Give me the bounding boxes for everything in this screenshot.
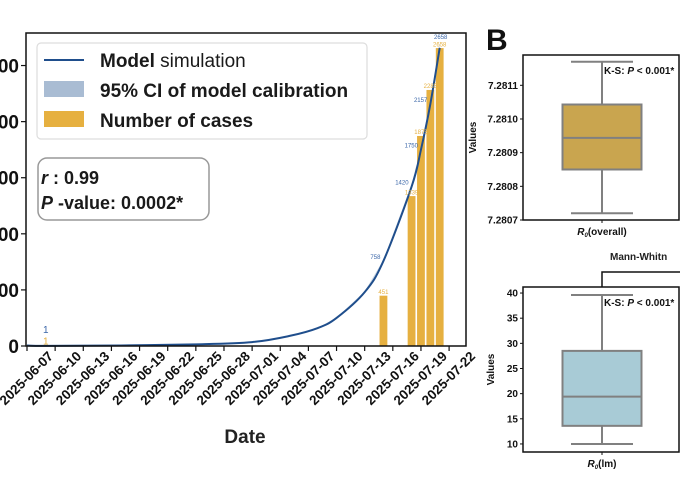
y-tick-label: 30	[507, 339, 519, 350]
cases-bar	[425, 89, 435, 347]
cases-bar	[378, 295, 388, 347]
panel-a-chart: 1 451 1339 1875 2285 2658 1 758 1420 1750 2157 2658…	[0, 32, 478, 448]
box-plot-frame	[522, 54, 680, 221]
y-axis-label: Values	[486, 353, 497, 385]
legend: Model simulation 95% CI of model calibra…	[36, 42, 368, 140]
cases-bar-label: 1	[43, 336, 49, 347]
x-axis-ticks: 2025-06-072025-06-102025-06-132025-06-16…	[0, 346, 478, 408]
cases-bar-label: 1875	[414, 130, 428, 136]
ks-test-annotation: K-S: P < 0.001*	[604, 66, 674, 77]
y-tick-label: 7.2807	[487, 216, 518, 227]
annotation-part: < 0.001*	[634, 298, 674, 309]
model-value-label: 758	[370, 255, 381, 261]
y-tick-label: 7.2809	[487, 148, 518, 159]
y-tick-label: 7.2810	[487, 114, 518, 125]
y-axis-label: Values	[468, 121, 479, 153]
cases-bar-label: 2285	[424, 84, 438, 90]
legend-entry-model: Model simulation	[100, 51, 246, 72]
legend-ci-swatch-icon	[44, 81, 84, 97]
model-value-label: 1	[43, 325, 49, 336]
y-tick-label: 1000	[0, 225, 19, 246]
annotation-part: P	[627, 66, 634, 77]
plot-frame	[25, 32, 467, 347]
annotation-part: < 0.001*	[634, 66, 674, 77]
category-symbol: R	[577, 227, 585, 238]
y-tick-label: 10	[507, 439, 519, 450]
model-value-label: 2157	[414, 98, 428, 104]
x-axis-label: Date	[224, 427, 265, 448]
category-suffix: (overall)	[588, 227, 627, 238]
ks-test-annotation: K-S: P < 0.001*	[604, 298, 674, 309]
y-tick-label: 7.2811	[488, 81, 518, 92]
model-value-label: 1420	[395, 181, 409, 187]
annotation-part: K-S:	[604, 298, 627, 309]
comparison-bracket	[601, 271, 680, 287]
y-tick-label: 15	[507, 414, 519, 425]
category-subscript: 0	[584, 233, 588, 239]
boxplot-r0-overall: 7.2807 7.2808 7.2809 7.2810 7.2811 Values R0(o…	[468, 54, 680, 239]
annotation-part: P	[627, 298, 634, 309]
boxplot-r0-lm: 10 15 20 25 30 35 40 Values R0(lm) K-S: P < 0.001…	[486, 286, 680, 471]
legend-entry-cases: Number of cases	[100, 111, 253, 132]
iqr-box	[561, 349, 643, 427]
panel-label-b: B	[486, 24, 508, 57]
y-tick-label: 1500	[0, 169, 19, 190]
x-category-label: R0(lm)	[588, 459, 617, 471]
stats-box: r : 0.99 P -value: 0.0002*	[37, 157, 210, 221]
cases-bar-label: 1339	[405, 190, 419, 196]
y-tick-label: 2000	[0, 113, 19, 134]
category-suffix: (lm)	[598, 459, 616, 470]
p-value: P -value: 0.0002*	[41, 193, 183, 213]
y-tick-label: 20	[507, 389, 519, 400]
cases-bar	[407, 195, 417, 347]
box-plot-frame	[522, 286, 680, 453]
y-tick-label: 40	[507, 289, 519, 300]
r-value: r : 0.99	[41, 168, 99, 188]
legend-frame	[36, 42, 368, 140]
y-tick-label: 2500	[0, 57, 19, 78]
cases-bar-label: 451	[378, 290, 389, 296]
legend-entry-ci: 95% CI of model calibration	[100, 81, 348, 102]
cases-bar-label: 2658	[433, 42, 447, 48]
category-symbol: R	[588, 459, 596, 470]
x-category-label: R0(overall)	[577, 227, 626, 239]
y-tick-label: 0	[8, 337, 19, 358]
category-subscript: 0	[595, 465, 599, 471]
annotation-part: K-S:	[604, 66, 627, 77]
cases-bar	[435, 47, 445, 347]
legend-cases-swatch-icon	[44, 111, 84, 127]
model-value-label: 1750	[405, 144, 419, 150]
model-value-label: 2658	[434, 35, 448, 41]
stats-frame	[37, 157, 210, 221]
data-labels-layer: 1 451 1339 1875 2285 2658 1 758 1420 1750 2157 2658	[43, 35, 448, 348]
comparison-label: Mann-Whitn	[610, 252, 667, 263]
y-tick-label: 35	[507, 314, 519, 325]
y-tick-label: 7.2808	[487, 182, 518, 193]
y-axis-ticks: 0 500 1000 1500 2000 2500	[0, 57, 26, 358]
y-tick-label: 25	[507, 364, 519, 375]
y-tick-label: 500	[0, 281, 19, 302]
